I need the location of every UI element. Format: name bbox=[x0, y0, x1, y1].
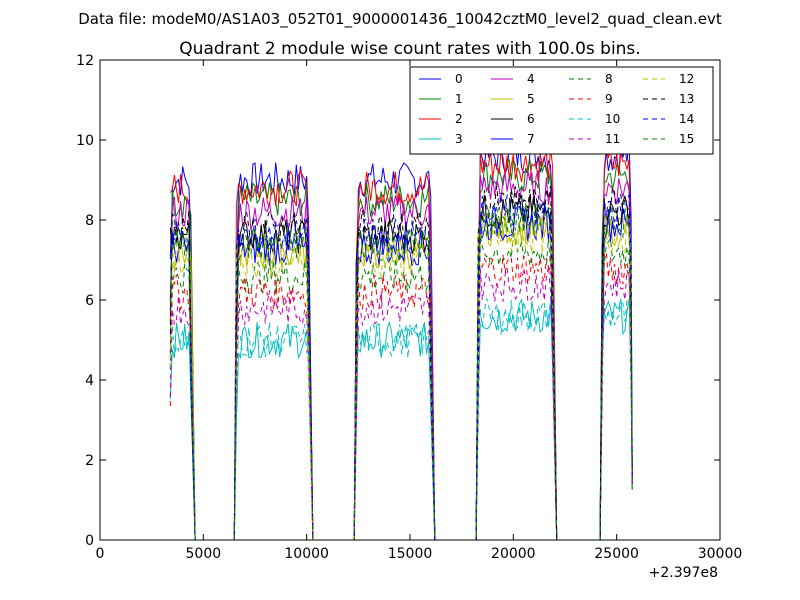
x-tick-label: 15000 bbox=[388, 546, 433, 562]
figure-suptitle: Data file: modeM0/AS1A03_052T01_90000014… bbox=[78, 10, 722, 29]
x-tick-label: 5000 bbox=[186, 546, 222, 562]
x-tick-label: 30000 bbox=[698, 546, 743, 562]
series-line-1 bbox=[169, 158, 633, 541]
y-tick-label: 2 bbox=[85, 453, 94, 469]
legend-label-0: 0 bbox=[455, 72, 463, 86]
legend-label-1: 1 bbox=[455, 92, 463, 106]
legend-label-15: 15 bbox=[679, 132, 694, 146]
series-line-8 bbox=[169, 233, 633, 541]
series-line-14 bbox=[169, 193, 633, 541]
y-tick-label: 0 bbox=[85, 533, 94, 549]
series-line-15 bbox=[169, 202, 633, 541]
x-tick-label: 20000 bbox=[491, 546, 536, 562]
y-tick-label: 12 bbox=[76, 53, 94, 69]
legend-label-8: 8 bbox=[605, 72, 613, 86]
series-line-10 bbox=[169, 298, 633, 541]
legend-label-6: 6 bbox=[527, 112, 535, 126]
x-tick-label: 10000 bbox=[284, 546, 329, 562]
series-line-7 bbox=[169, 205, 633, 541]
y-tick-label: 8 bbox=[85, 213, 94, 229]
chart-title: Quadrant 2 module wise count rates with … bbox=[179, 39, 640, 59]
x-tick-label: 25000 bbox=[594, 546, 639, 562]
legend-label-12: 12 bbox=[679, 72, 694, 86]
series-line-4 bbox=[169, 170, 633, 541]
series-line-0 bbox=[169, 138, 633, 541]
legend-label-2: 2 bbox=[455, 112, 463, 126]
x-offset-label: +2.397e8 bbox=[649, 565, 718, 581]
legend-label-11: 11 bbox=[605, 132, 620, 146]
x-tick-label: 0 bbox=[96, 546, 105, 562]
legend-label-13: 13 bbox=[679, 92, 694, 106]
legend-label-14: 14 bbox=[679, 112, 694, 126]
legend-label-5: 5 bbox=[527, 92, 535, 106]
legend-label-9: 9 bbox=[605, 92, 613, 106]
legend-label-4: 4 bbox=[527, 72, 535, 86]
legend-label-10: 10 bbox=[605, 112, 620, 126]
legend-label-3: 3 bbox=[455, 132, 463, 146]
series-lines bbox=[169, 138, 633, 541]
series-line-3 bbox=[169, 298, 633, 541]
y-tick-label: 6 bbox=[85, 293, 94, 309]
legend-label-7: 7 bbox=[527, 132, 535, 146]
y-tick-label: 4 bbox=[85, 373, 94, 389]
y-tick-label: 10 bbox=[76, 133, 94, 149]
series-line-9 bbox=[169, 251, 633, 541]
series-line-12 bbox=[169, 216, 633, 541]
